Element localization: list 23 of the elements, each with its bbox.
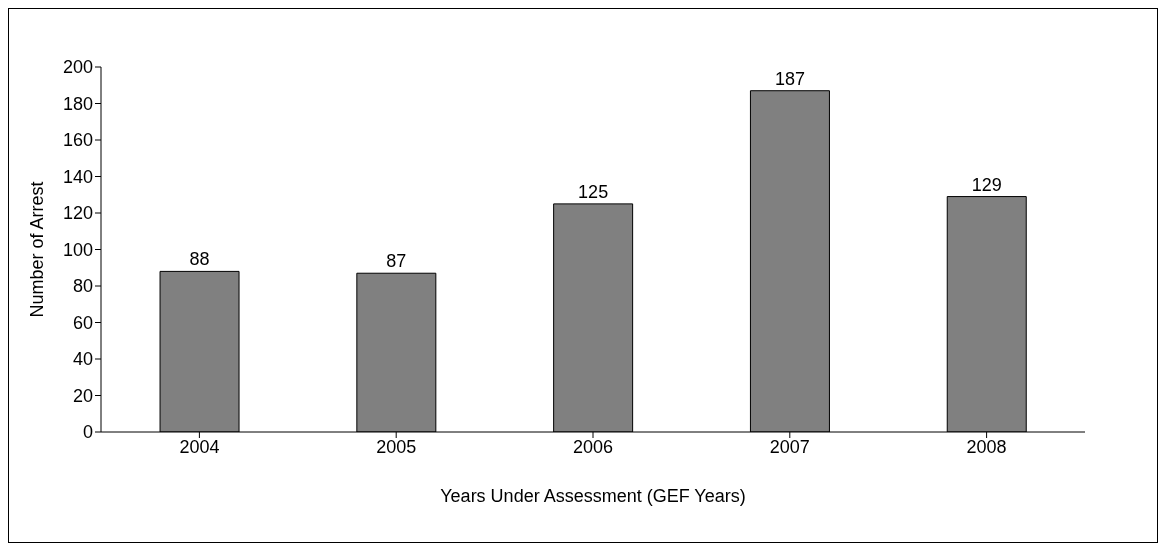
x-tick-label: 2007 [769,436,810,457]
y-tick-label: 200 [62,57,93,78]
x-tick-label: 2005 [376,436,417,457]
data-label: 187 [774,68,805,89]
y-tick-label: 80 [72,276,93,297]
y-axis-title: Number of Arrest [27,181,48,318]
x-tick-label: 2004 [179,436,220,457]
data-label: 125 [578,181,609,202]
data-label: 129 [971,174,1002,195]
data-label: 88 [189,249,210,270]
y-tick-label: 180 [62,93,93,114]
y-tick-label: 60 [72,312,93,333]
x-tick-label: 2006 [572,436,614,457]
data-label: 87 [386,251,407,272]
x-tick-label: 2008 [966,436,1007,457]
y-tick-label: 40 [72,349,93,370]
y-tick-label: 0 [82,422,93,443]
y-tick-label: 120 [62,203,93,224]
y-tick-label: 100 [62,239,93,260]
x-axis-title: Years Under Assessment (GEF Years) [440,486,746,506]
y-tick-label: 140 [62,166,93,187]
y-tick-label: 160 [62,130,93,151]
y-tick-label: 20 [72,385,93,406]
